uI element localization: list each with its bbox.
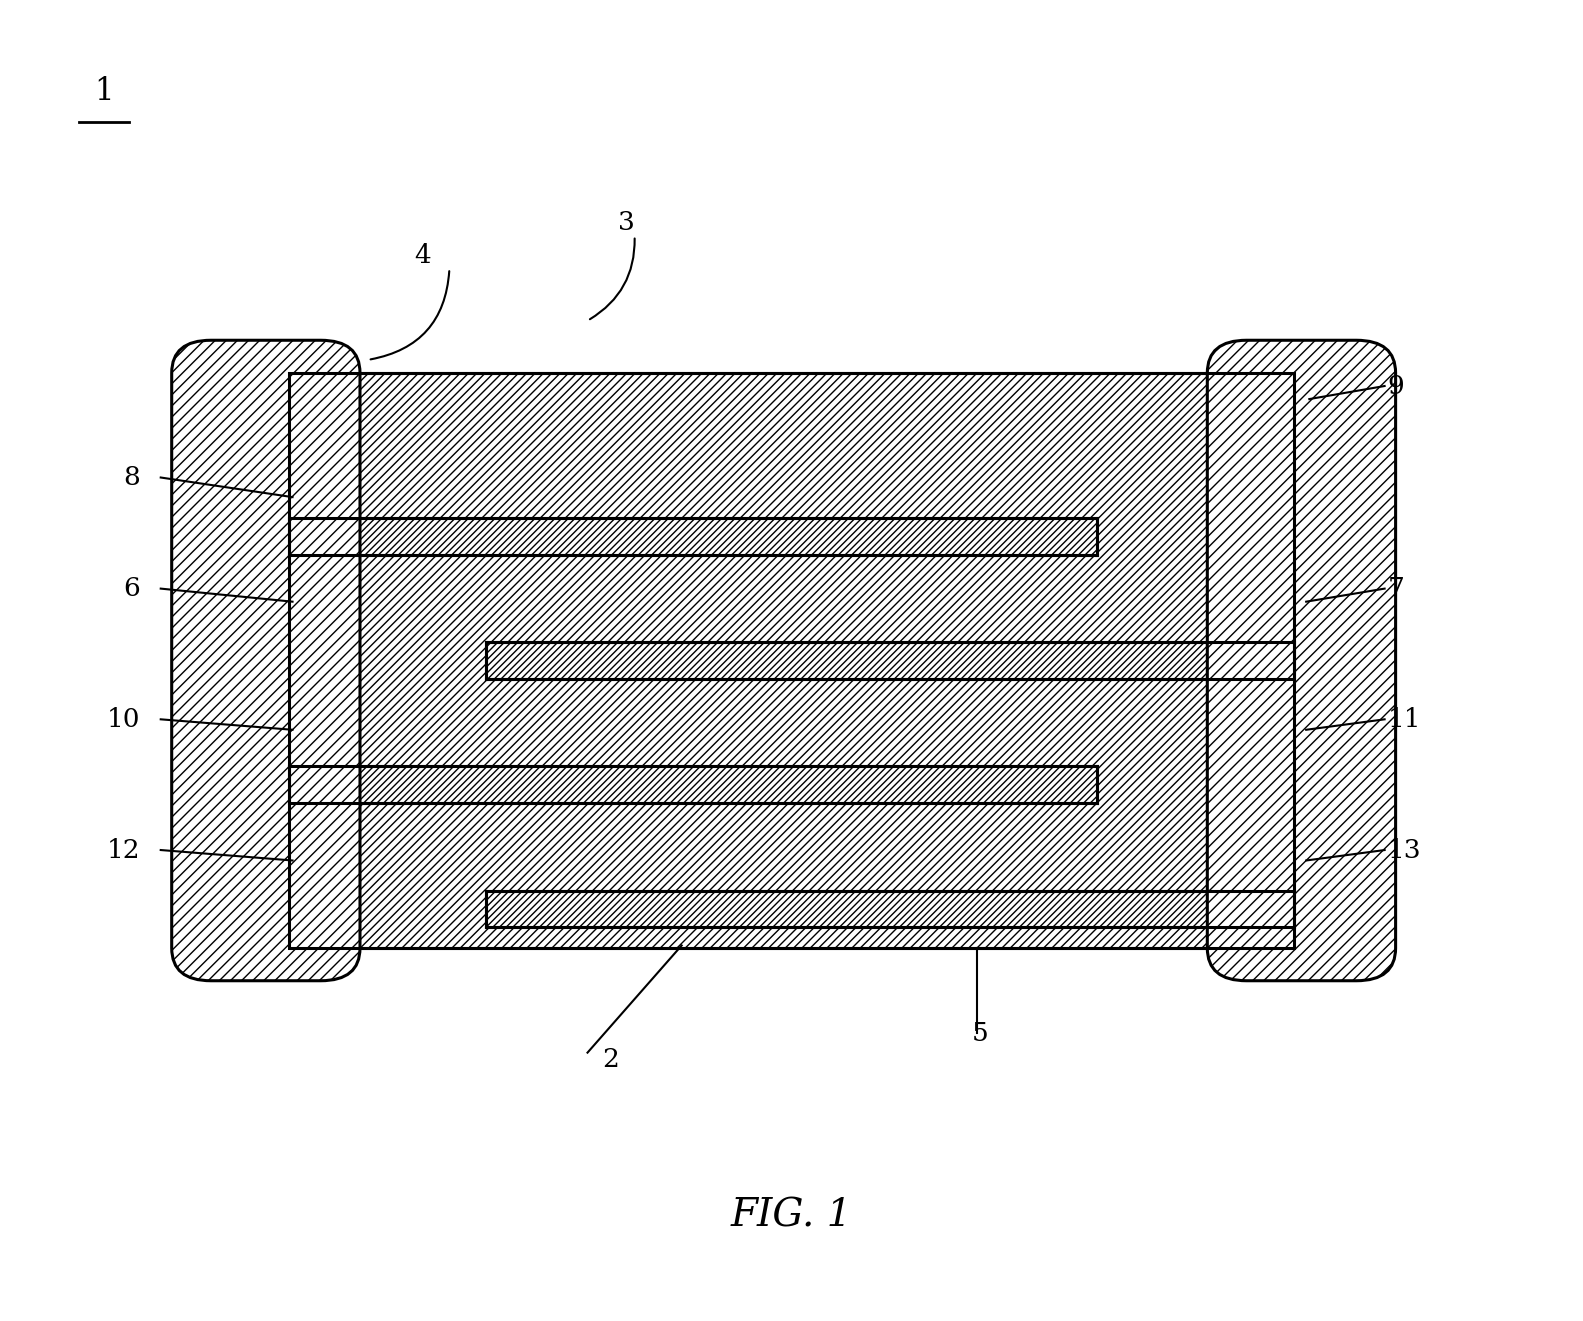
FancyBboxPatch shape (171, 341, 359, 980)
Bar (290, 373, 1293, 948)
Bar (290, 766, 1097, 803)
Bar (290, 373, 1293, 948)
Text: 10: 10 (106, 707, 141, 732)
FancyBboxPatch shape (1208, 341, 1396, 980)
Text: 3: 3 (619, 210, 635, 235)
Text: FIG. 1: FIG. 1 (731, 1198, 852, 1235)
Bar (486, 890, 1293, 927)
Bar (290, 518, 1097, 555)
Text: 5: 5 (972, 1021, 988, 1045)
Bar (486, 642, 1293, 679)
Text: 12: 12 (106, 838, 141, 863)
Text: 2: 2 (603, 1046, 619, 1071)
Text: 13: 13 (1388, 838, 1422, 863)
Text: 7: 7 (1388, 576, 1404, 601)
Text: 6: 6 (123, 576, 141, 601)
Text: 11: 11 (1388, 707, 1422, 732)
Text: 8: 8 (123, 465, 141, 490)
Text: 9: 9 (1388, 374, 1404, 399)
Text: 4: 4 (415, 243, 431, 268)
Text: 1: 1 (95, 77, 114, 107)
